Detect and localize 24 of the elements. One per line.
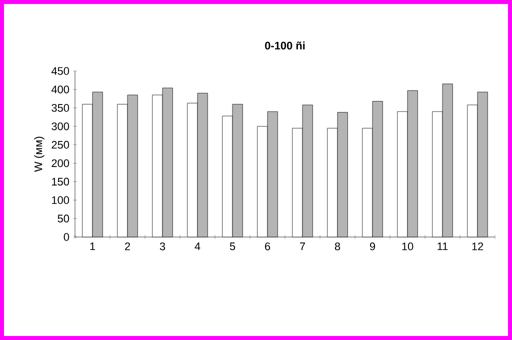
y-tick-label: 300	[52, 122, 70, 130]
y-axis-title: W (мм)	[34, 136, 44, 172]
y-tick-label: 200	[52, 159, 70, 168]
y-tick-label: 150	[52, 178, 70, 186]
x-tick-label: 4	[194, 242, 200, 250]
x-tick-label: 12	[472, 242, 484, 250]
y-tick-label: 100	[52, 196, 70, 204]
x-tick-label: 11	[438, 242, 448, 250]
y-tick-label: 450	[51, 67, 70, 75]
x-tick-label: 6	[265, 242, 270, 250]
x-tick-label: 1	[90, 242, 96, 250]
x-tick-label: 5	[230, 242, 236, 250]
y-tick-label: 400	[51, 86, 70, 94]
y-tick-label: 50	[58, 214, 70, 222]
chart-title: 0-100 ñi	[265, 41, 305, 50]
y-tick-label: 250	[52, 140, 70, 149]
y-tick-label: 0	[64, 233, 70, 241]
x-tick-label: 3	[160, 242, 166, 250]
x-tick-label: 2	[125, 242, 130, 250]
x-tick-label: 7	[300, 242, 306, 250]
y-tick-label: 350	[52, 104, 70, 112]
x-tick-label: 9	[370, 242, 376, 250]
x-tick-label: 8	[334, 242, 340, 250]
x-tick-label: 10	[402, 242, 414, 250]
